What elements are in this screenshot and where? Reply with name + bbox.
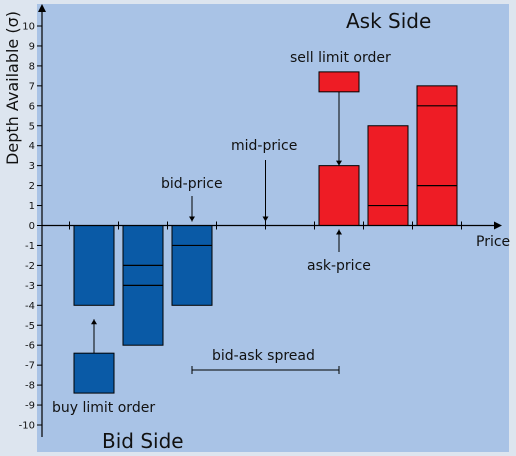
y-tick-label: -4 bbox=[25, 301, 35, 312]
annotations bbox=[91, 91, 342, 374]
ask-price-label: ask-price bbox=[307, 258, 371, 274]
x-axis-title: Price bbox=[476, 234, 510, 250]
y-tick-label: 6 bbox=[29, 101, 35, 112]
x-axis-arrowhead bbox=[494, 221, 502, 230]
ask-bar bbox=[367, 125, 409, 226]
ask-bar bbox=[318, 165, 360, 226]
y-tick-label: 5 bbox=[29, 121, 35, 132]
y-tick-label: 4 bbox=[29, 141, 35, 152]
y-tick-label: -3 bbox=[25, 281, 35, 292]
ask-bar bbox=[416, 85, 458, 226]
sell-limit-order-block bbox=[318, 71, 360, 93]
y-tick-label: -2 bbox=[25, 261, 35, 272]
y-tick-label: -7 bbox=[25, 361, 35, 372]
sell-order-arrow-head bbox=[336, 160, 342, 166]
mid-price-arrow-head bbox=[262, 216, 269, 222]
sell-limit-order-label: sell limit order bbox=[290, 50, 391, 66]
bid-bar bbox=[73, 225, 115, 306]
y-tick-label: -9 bbox=[25, 401, 35, 412]
y-axis-arrowhead bbox=[38, 4, 46, 12]
y-tick-label: 3 bbox=[29, 161, 35, 172]
y-tick-label: 8 bbox=[29, 61, 35, 72]
y-tick-label: -6 bbox=[25, 341, 35, 352]
buy-order-arrow-head bbox=[91, 319, 97, 325]
bid-side-label: Bid Side bbox=[102, 429, 184, 453]
ask-side-label: Ask Side bbox=[346, 9, 431, 33]
y-tick-label: 7 bbox=[29, 81, 35, 92]
bid-price-label: bid-price bbox=[161, 176, 223, 192]
buy-limit-order-block bbox=[73, 352, 115, 394]
mid-price-label: mid-price bbox=[231, 138, 297, 154]
bid-price-arrow-head bbox=[189, 216, 195, 222]
plot-background bbox=[37, 4, 509, 452]
y-axis-title: Depth Available (σ) bbox=[3, 11, 22, 165]
y-tick-label: 10 bbox=[22, 22, 35, 33]
depth-bars bbox=[73, 71, 458, 394]
y-tick-label: -8 bbox=[25, 381, 35, 392]
y-tick-label: -1 bbox=[25, 241, 35, 252]
axes bbox=[38, 4, 502, 437]
y-tick-label: -10 bbox=[19, 421, 35, 432]
spread-label: bid-ask spread bbox=[212, 348, 315, 364]
ask-price-arrow-head bbox=[336, 229, 342, 235]
y-tick-label: 9 bbox=[29, 41, 35, 52]
buy-limit-order-label: buy limit order bbox=[52, 400, 155, 416]
bid-bar bbox=[171, 225, 213, 306]
y-tick-label: 2 bbox=[29, 181, 35, 192]
y-tick-label: 0 bbox=[29, 221, 35, 232]
y-tick-label: 1 bbox=[29, 201, 35, 212]
y-tick-label: -5 bbox=[25, 321, 35, 332]
